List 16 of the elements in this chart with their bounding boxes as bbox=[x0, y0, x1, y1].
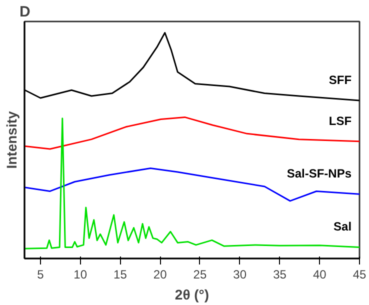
x-tick-label: 45 bbox=[352, 268, 366, 282]
chart-title: D bbox=[20, 4, 30, 20]
x-tick-label: 35 bbox=[273, 268, 287, 282]
series-label: Sal-SF-NPs bbox=[286, 166, 352, 181]
x-axis-title: 2θ (°) bbox=[174, 286, 210, 302]
x-tick-label: 5 bbox=[37, 268, 44, 282]
x-tick-label: 40 bbox=[312, 268, 327, 282]
series-label: LSF bbox=[328, 114, 352, 128]
x-tick-label: 30 bbox=[233, 268, 247, 282]
y-axis-title: Intensity bbox=[4, 111, 20, 169]
x-tick-label: 20 bbox=[153, 268, 168, 282]
series-label: SFF bbox=[328, 72, 352, 87]
x-tick-label: 10 bbox=[74, 268, 88, 282]
x-tick-label: 25 bbox=[193, 268, 207, 282]
x-tick-label: 15 bbox=[114, 268, 128, 282]
series-label: Sal bbox=[334, 220, 352, 234]
